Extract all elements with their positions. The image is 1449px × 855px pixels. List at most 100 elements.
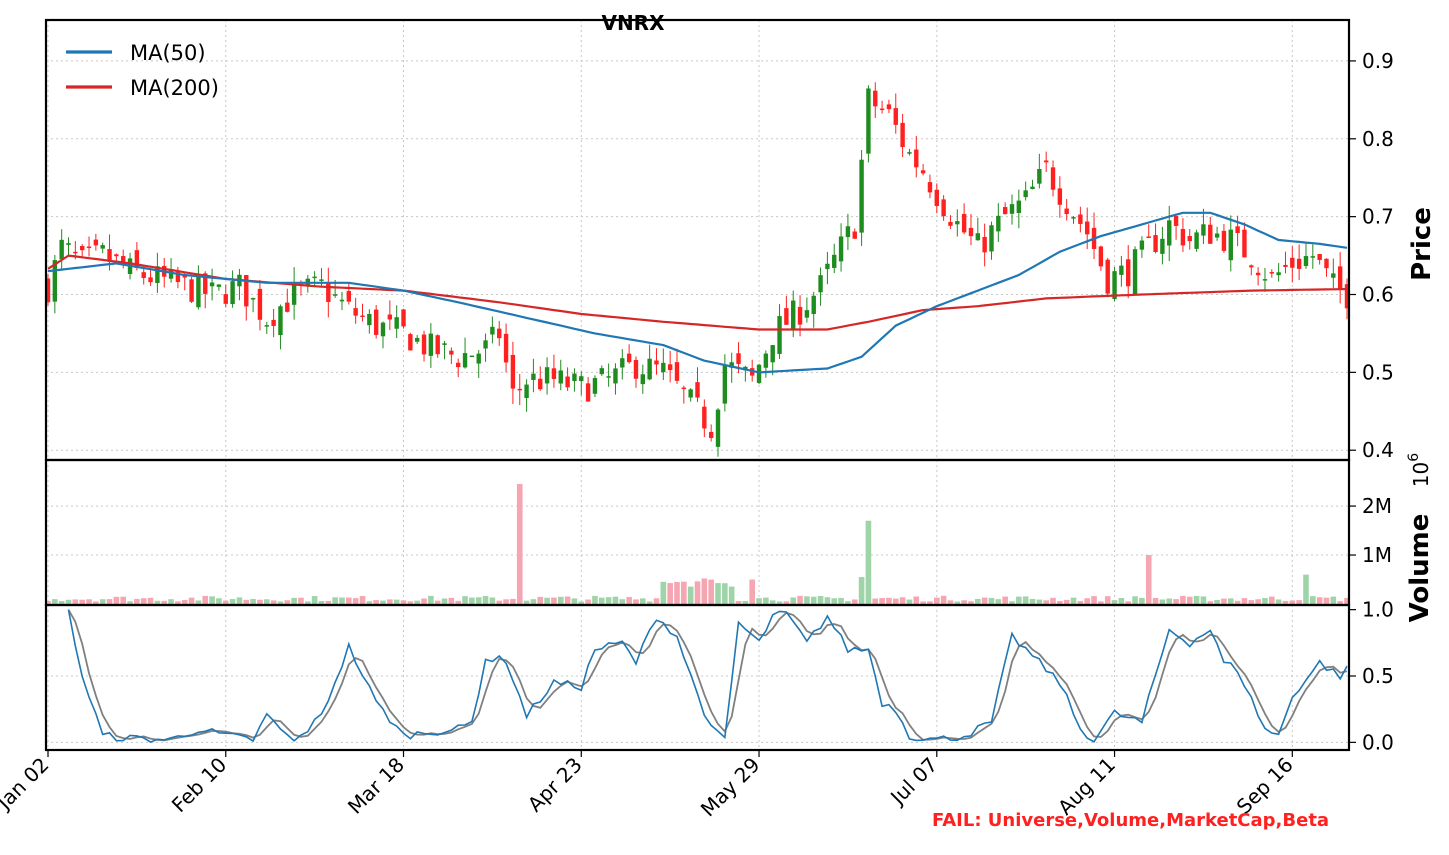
price-y-ticks: 0.4 0.5 0.6 0.7 0.8 0.9 bbox=[1349, 49, 1394, 462]
oscillator-fast-line bbox=[67, 609, 1348, 743]
candle-body bbox=[654, 360, 659, 365]
candle-body bbox=[729, 362, 734, 368]
volume-bar bbox=[585, 599, 591, 604]
volume-bar bbox=[510, 598, 516, 604]
x-tick-label: Jul 07 bbox=[884, 753, 942, 811]
volume-bar bbox=[1009, 601, 1015, 604]
candle-body bbox=[1303, 256, 1309, 267]
candle-body bbox=[811, 295, 816, 315]
price-axis-label: Price bbox=[1407, 207, 1437, 281]
candle-body bbox=[59, 239, 64, 260]
candle-body bbox=[838, 236, 844, 262]
volume-bar bbox=[1241, 598, 1248, 604]
candle-body bbox=[1283, 264, 1288, 267]
candle-body bbox=[1201, 224, 1206, 236]
volume-bar bbox=[380, 600, 386, 604]
volume-bar bbox=[86, 599, 92, 604]
candle-body bbox=[866, 88, 871, 154]
candle-body bbox=[1085, 221, 1090, 235]
volume-bar bbox=[687, 586, 694, 604]
volume-bar bbox=[99, 599, 106, 604]
candle-body bbox=[914, 149, 919, 168]
volume-bar bbox=[988, 597, 995, 604]
candle-body bbox=[934, 189, 939, 207]
candle-body bbox=[326, 283, 331, 302]
candle-body bbox=[907, 152, 912, 154]
candle-body bbox=[975, 233, 981, 241]
volume-bar bbox=[1316, 597, 1323, 604]
candle-body bbox=[271, 319, 276, 326]
candle-body bbox=[428, 333, 434, 356]
candle-body bbox=[558, 370, 563, 384]
candle-body bbox=[982, 236, 987, 253]
candle-body bbox=[695, 382, 700, 398]
volume-bar bbox=[400, 600, 407, 604]
candle-body bbox=[1187, 235, 1192, 242]
candle-body bbox=[134, 250, 140, 268]
volume-bar bbox=[1084, 598, 1090, 604]
legend: MA(50) MA(200) bbox=[66, 41, 219, 100]
volume-bar bbox=[291, 597, 297, 604]
volume-bar bbox=[619, 599, 626, 604]
volume-bar bbox=[236, 597, 243, 604]
candle-body bbox=[688, 389, 693, 398]
candle-body bbox=[476, 353, 481, 364]
candle-body bbox=[1043, 160, 1049, 163]
volume-bar bbox=[147, 597, 154, 604]
candle-body bbox=[332, 294, 338, 296]
candle-body bbox=[189, 279, 194, 302]
volume-bar bbox=[756, 598, 762, 604]
volume-bar bbox=[1029, 598, 1036, 604]
volume-bar bbox=[352, 598, 359, 604]
volume-y-ticks: 1M 2M bbox=[1349, 494, 1392, 567]
volume-bar bbox=[1002, 596, 1008, 604]
candle-body bbox=[1078, 214, 1083, 224]
candle-body bbox=[647, 358, 652, 380]
candle-body bbox=[503, 333, 509, 363]
volume-bar bbox=[1077, 601, 1084, 604]
price-y-tick-label: 0.7 bbox=[1362, 205, 1394, 229]
volume-bar bbox=[865, 520, 872, 604]
candle-body bbox=[1214, 233, 1220, 238]
candle-body bbox=[421, 334, 427, 355]
candle-body bbox=[346, 291, 352, 302]
candle-body bbox=[633, 359, 639, 379]
volume-bar bbox=[359, 596, 366, 604]
ma200-line bbox=[47, 254, 1348, 331]
candle-body bbox=[456, 362, 461, 368]
volume-bar bbox=[1186, 596, 1193, 604]
candle-body bbox=[736, 353, 741, 364]
volume-bar bbox=[681, 581, 687, 604]
candle-body bbox=[387, 314, 393, 320]
volume-bar bbox=[1022, 596, 1029, 604]
candle-body bbox=[1249, 265, 1254, 268]
volume-axis-label: Volume bbox=[1405, 514, 1435, 623]
candle-body bbox=[818, 275, 823, 293]
volume-bar bbox=[544, 597, 550, 604]
volume-bar bbox=[1173, 599, 1179, 604]
volume-bar bbox=[899, 597, 906, 604]
volume-bar bbox=[448, 597, 455, 604]
candle-body bbox=[223, 294, 228, 304]
volume-bar bbox=[640, 598, 646, 604]
candle-body bbox=[1324, 258, 1329, 269]
volume-bar bbox=[175, 601, 181, 604]
volume-bar bbox=[886, 597, 892, 604]
x-tick-label: Apr 23 bbox=[523, 753, 587, 817]
volume-bar bbox=[817, 595, 824, 604]
volume-bar bbox=[229, 599, 236, 604]
volume-bar bbox=[1296, 600, 1302, 604]
candle-body bbox=[804, 310, 810, 318]
candle-body bbox=[483, 340, 488, 349]
candle-body bbox=[1132, 249, 1138, 295]
volume-bar bbox=[920, 601, 926, 604]
candle-body bbox=[968, 227, 974, 237]
candle-body bbox=[763, 353, 769, 368]
candle-body bbox=[585, 383, 591, 402]
price-candles bbox=[45, 82, 1350, 457]
candle-body bbox=[86, 246, 92, 249]
volume-bar bbox=[346, 597, 352, 604]
candle-body bbox=[1139, 240, 1145, 250]
volume-bar bbox=[1303, 574, 1309, 604]
candle-body bbox=[702, 406, 707, 429]
